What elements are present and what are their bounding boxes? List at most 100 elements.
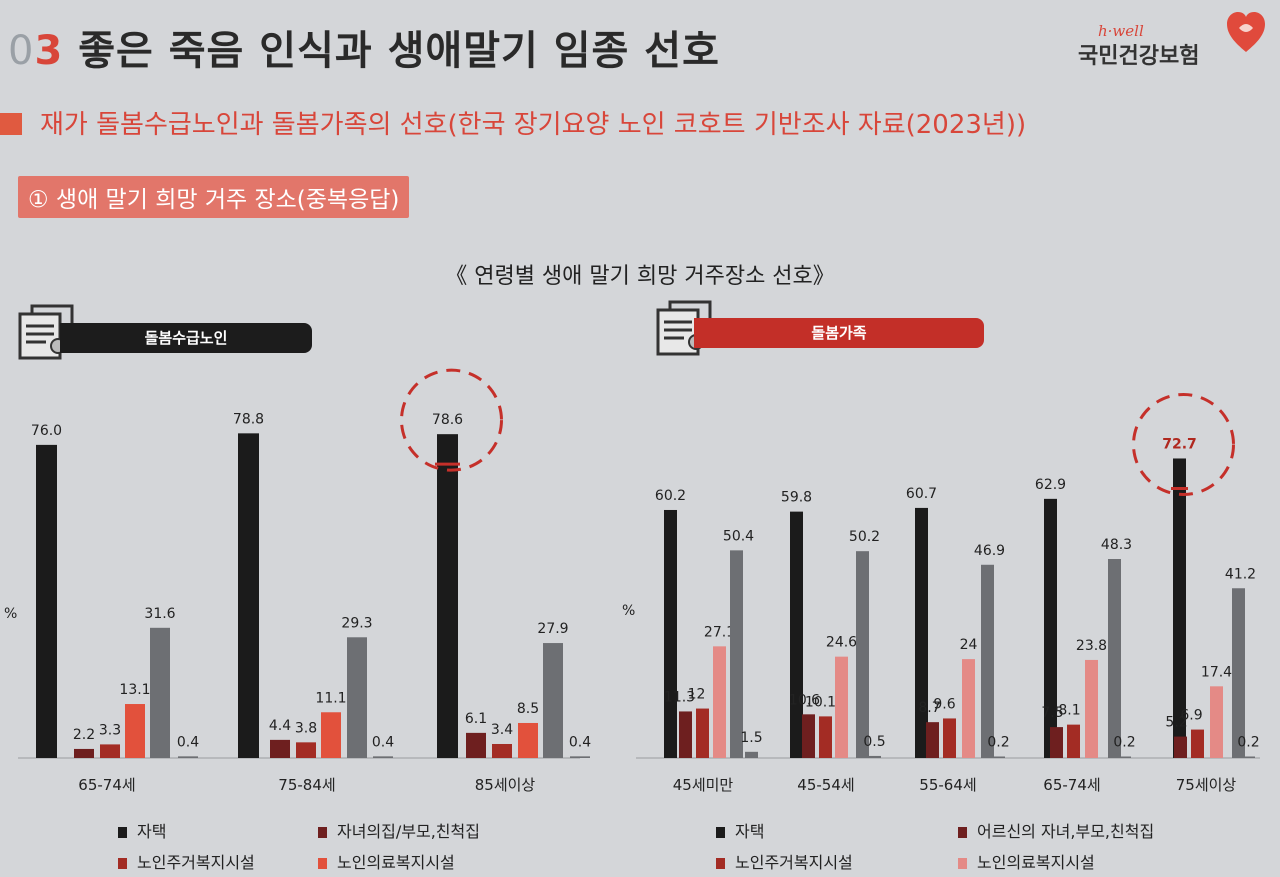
category-label: 65-74세: [78, 776, 135, 794]
data-label: 8.7: [918, 700, 940, 716]
data-label: 10.6: [789, 692, 820, 708]
bar: [926, 722, 939, 758]
bar: [1085, 659, 1098, 758]
data-label: 0.5: [863, 734, 885, 750]
bar: [296, 742, 316, 758]
data-label: 50.2: [849, 529, 880, 545]
data-label: 59.8: [781, 490, 812, 506]
data-label: 3.3: [99, 722, 121, 738]
bar: [1067, 724, 1080, 758]
bar: [713, 646, 726, 758]
data-label: 8.5: [517, 701, 539, 717]
legend-swatch: [958, 858, 967, 869]
bar: [518, 722, 538, 758]
category-label: 65-74세: [1043, 776, 1100, 794]
chart-title: 《 연령별 생애 말기 희망 거주장소 선호》: [445, 264, 835, 289]
data-label: 78.8: [233, 411, 264, 427]
data-label: 0.4: [569, 734, 591, 750]
legend-item: 노인주거복지시설: [716, 849, 853, 873]
category-label: 75-84세: [278, 776, 335, 794]
bar: [1191, 729, 1204, 758]
bar: [745, 751, 758, 758]
highlight-circle: [400, 368, 503, 472]
legend-swatch: [318, 858, 327, 869]
legend-label: 노인주거복지시설: [137, 853, 255, 872]
bar: [570, 756, 590, 758]
bar: [664, 509, 677, 758]
y-unit-label: %: [4, 606, 18, 622]
legend-label: 어르신의 자녀,부모,친척집: [977, 822, 1155, 841]
bar: [802, 714, 815, 758]
data-label: 0.2: [1113, 735, 1135, 751]
bar: [981, 564, 994, 758]
legend-swatch: [318, 827, 327, 838]
legend-item: 노인주거복지시설: [118, 849, 255, 873]
bar: [962, 659, 975, 758]
data-label: 41.2: [1225, 566, 1256, 582]
category-label: 45세미만: [673, 776, 734, 794]
legend-item: 자녀의집/부모,친척집: [318, 818, 480, 842]
data-label: 78.6: [432, 412, 463, 428]
data-label: 1.5: [740, 730, 762, 746]
data-label: 7.5: [1041, 705, 1063, 721]
bar: [915, 507, 928, 758]
data-label: 48.3: [1101, 537, 1132, 553]
data-label: 50.4: [723, 528, 754, 544]
brand-name: 국민건강보험: [1078, 44, 1200, 69]
subtitle: 재가 돌봄수급노인과 돌봄가족의 선호(한국 장기요양 노인 코호트 기반조사 …: [0, 104, 1026, 141]
bar: [125, 704, 145, 758]
data-label: 60.2: [655, 488, 686, 504]
legend-swatch: [118, 858, 127, 869]
legend-item: 자택: [716, 818, 764, 842]
title-number-three: 3: [34, 28, 64, 74]
bar: [943, 718, 956, 758]
data-label: 27.1: [704, 624, 735, 640]
bar: [868, 755, 881, 758]
bar: [321, 712, 341, 758]
data-label: 29.3: [341, 615, 372, 631]
bar: [856, 551, 869, 758]
legend-item: 노인의료복지시설: [958, 849, 1095, 873]
data-label: 3.4: [491, 722, 513, 738]
legend-swatch: [118, 827, 127, 838]
data-label: 11.1: [315, 690, 346, 706]
bar: [696, 708, 709, 758]
data-label: 24.6: [826, 635, 857, 651]
category-label: 45-54세: [797, 776, 854, 794]
data-label: 72.7: [1162, 436, 1197, 452]
group-label-families: 돌봄가족: [694, 318, 984, 348]
brand-logo: h·well 국민건강보험: [1078, 8, 1268, 69]
bar: [730, 550, 743, 758]
bar: [238, 433, 259, 758]
bar: [1118, 756, 1131, 758]
bar: [790, 511, 803, 758]
subtitle-text: 재가 돌봄수급노인과 돌봄가족의 선호(한국 장기요양 노인 코호트 기반조사 …: [40, 110, 1027, 140]
bar: [1173, 458, 1186, 758]
legend-item: 어르신의 자녀,부모,친척집: [958, 818, 1154, 842]
category-label: 85세이상: [475, 776, 536, 794]
title-number-zero: 0: [8, 28, 35, 74]
highlight-circle: [1132, 392, 1235, 496]
data-label: 0.2: [987, 735, 1009, 751]
bar: [1044, 498, 1057, 758]
bar: [819, 716, 832, 758]
bar: [1174, 736, 1187, 758]
data-label: 11.3: [664, 689, 695, 705]
legend-label: 자택: [735, 822, 765, 841]
legend-label: 자택: [137, 822, 167, 841]
bar: [150, 627, 170, 758]
data-label: 60.7: [906, 486, 937, 502]
bar: [100, 744, 120, 758]
bar: [373, 756, 393, 758]
bar: [1108, 559, 1121, 758]
legend-label: 노인주거복지시설: [735, 853, 853, 872]
data-label: 6.1: [465, 711, 487, 727]
bar: [992, 756, 1005, 758]
data-label: 0.4: [177, 734, 199, 750]
heart-icon: [1227, 12, 1265, 52]
legend-swatch: [716, 858, 725, 869]
bar: [178, 756, 198, 758]
bar: [1242, 756, 1255, 758]
data-label: 10.1: [805, 694, 836, 710]
legend-label: 노인의료복지시설: [337, 853, 455, 872]
